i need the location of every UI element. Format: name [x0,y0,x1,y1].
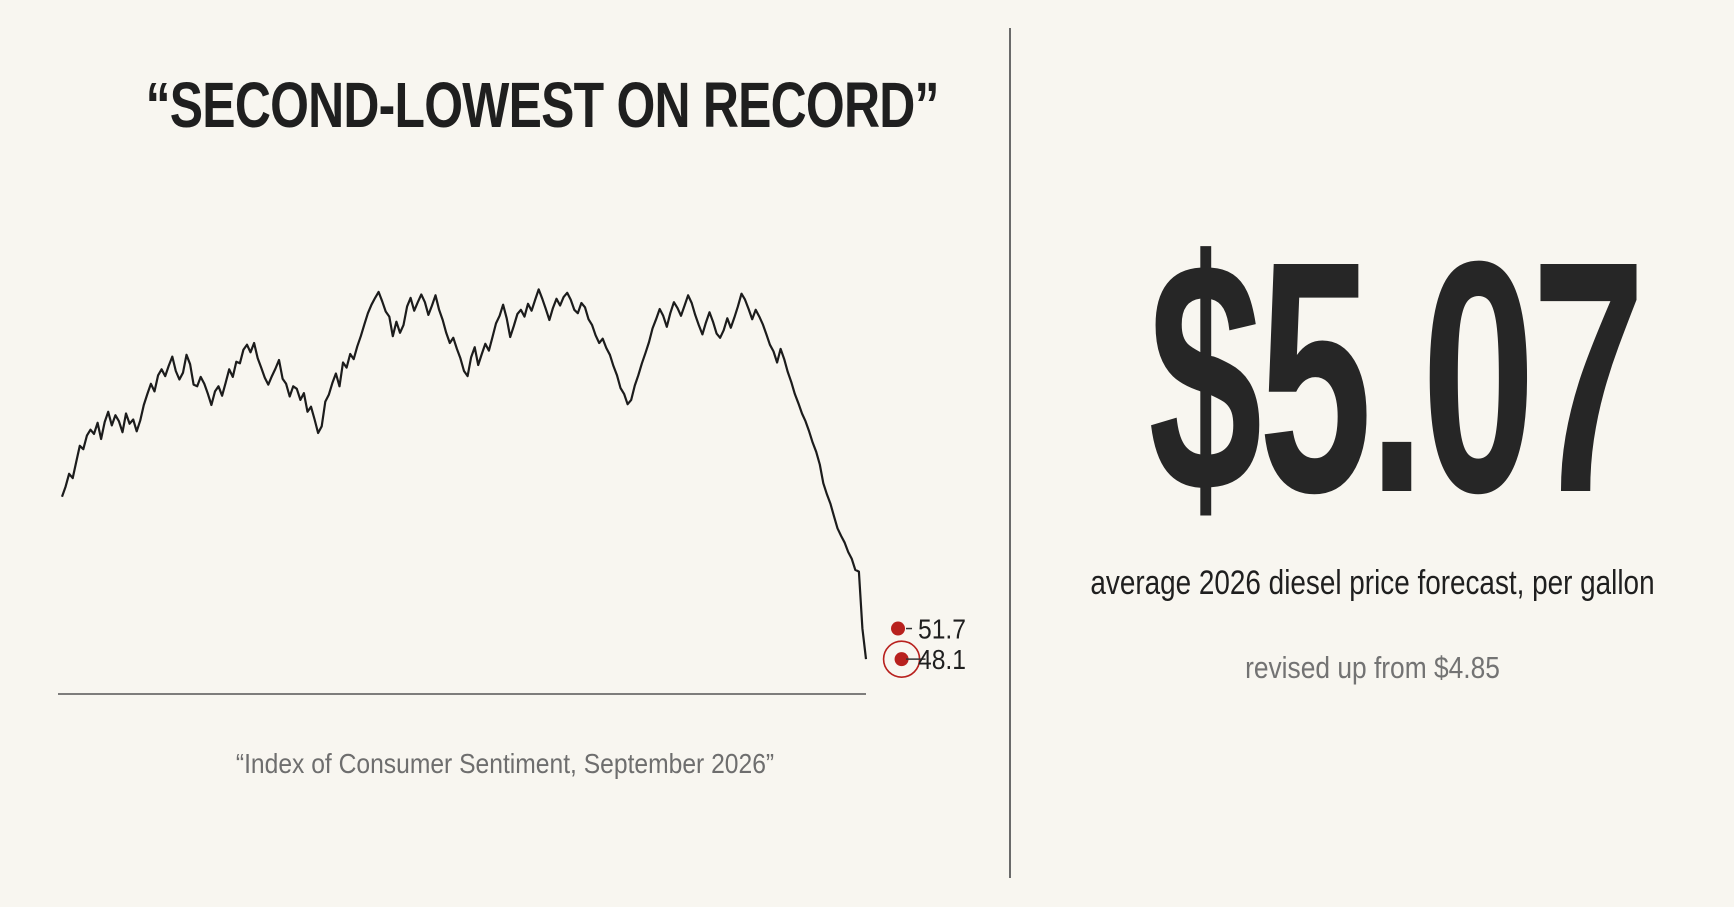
chart-title: “SECOND-LOWEST ON RECORD” [145,69,940,141]
chart-caption: “Index of Consumer Sentiment, September … [235,748,775,779]
diesel-price-value: $5.07 [1148,192,1645,561]
annotation-layer: 51.748.1 [882,614,966,678]
annotation-label: 48.1 [918,644,966,675]
annotation-point [891,621,906,636]
sentiment-chart-panel: “SECOND-LOWEST ON RECORD” 51.7 48.1 “Inde… [58,69,966,779]
panel-divider [1009,28,1011,878]
annotation-point [894,652,909,667]
annotation-label: 51.7 [918,614,966,645]
diesel-price-subtitle: average 2026 diesel price forecast, per … [1090,564,1655,602]
sentiment-line-chart: 51.748.1 [58,288,966,695]
diesel-price-note: revised up from $4.85 [1245,650,1500,685]
diesel-forecast-panel: $5.07 average 2026 diesel price forecast… [1011,0,1734,907]
sentiment-series-line [60,288,868,660]
